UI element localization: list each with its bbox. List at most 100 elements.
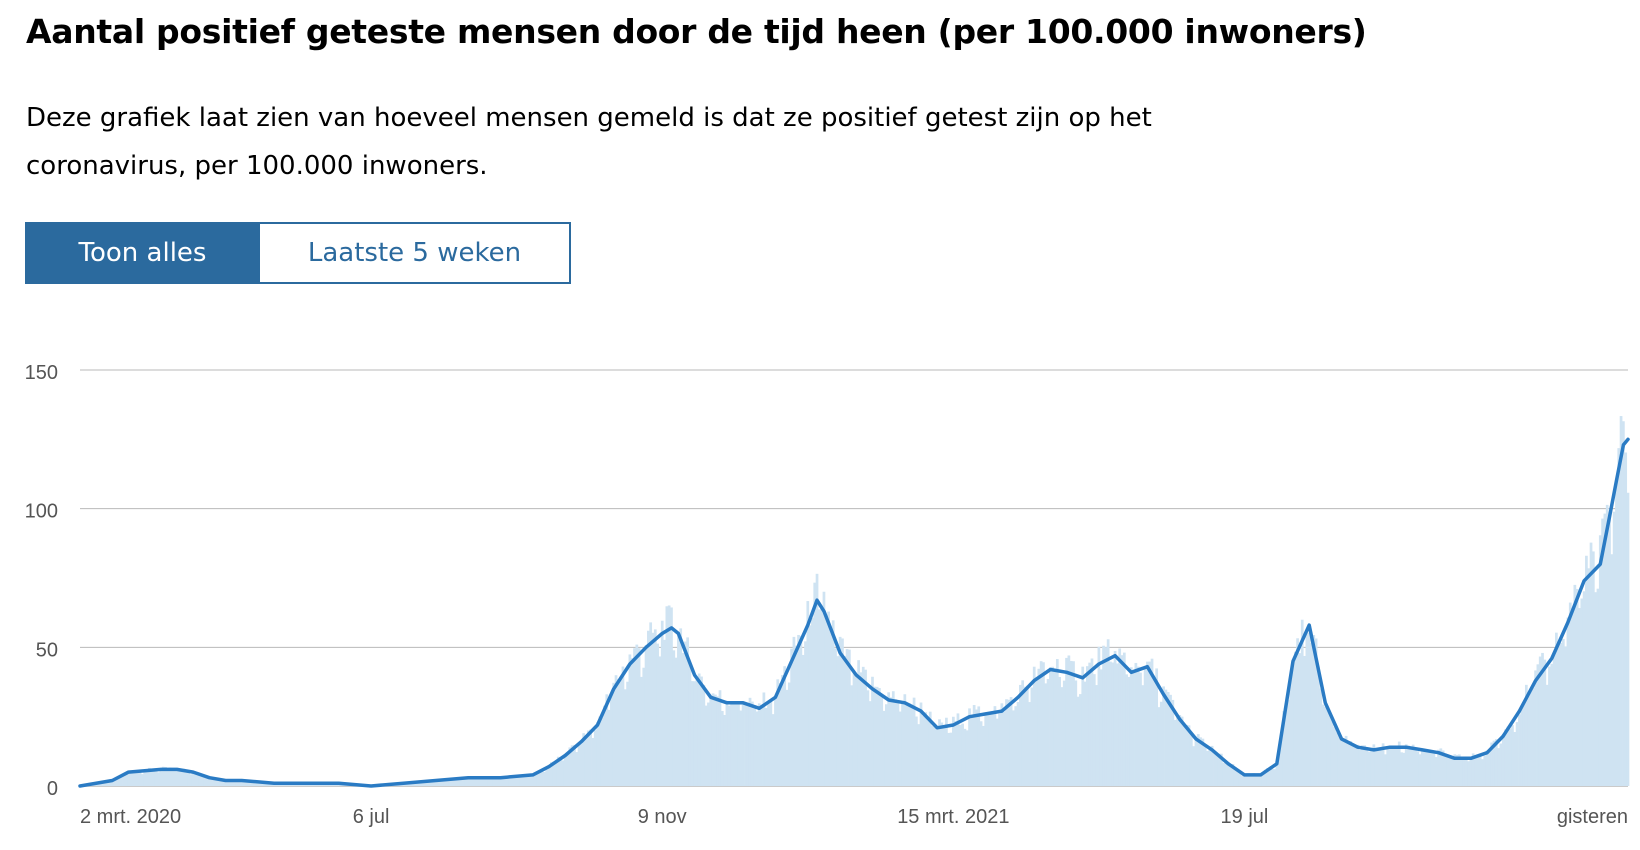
daily-bar xyxy=(1485,750,1489,786)
daily-bar xyxy=(1095,685,1098,786)
y-tick-label: 0 xyxy=(47,778,58,800)
daily-bar xyxy=(801,654,805,786)
daily-bar xyxy=(1199,737,1202,786)
daily-bar xyxy=(875,686,879,786)
daily-bar xyxy=(1023,686,1027,786)
daily-bar xyxy=(1083,681,1087,786)
daily-bar xyxy=(894,699,897,786)
tab-laatste-5-weken[interactable]: Laatste 5 weken xyxy=(258,224,569,282)
daily-bar xyxy=(656,643,659,786)
daily-bar xyxy=(1437,749,1440,786)
daily-bar xyxy=(1444,753,1447,786)
daily-bar xyxy=(1002,711,1006,786)
daily-bar xyxy=(1564,646,1567,786)
daily-bar xyxy=(718,690,722,786)
x-tick-label: 19 jul xyxy=(1221,806,1269,828)
daily-bar xyxy=(935,726,939,786)
daily-bar xyxy=(820,608,824,786)
daily-bar xyxy=(221,780,225,786)
daily-bar xyxy=(1513,731,1517,786)
daily-bar xyxy=(917,724,921,786)
daily-bar xyxy=(774,696,777,786)
daily-bar xyxy=(753,707,757,786)
daily-bar xyxy=(1014,706,1018,786)
daily-bar xyxy=(1220,753,1223,786)
daily-bar xyxy=(1545,684,1549,786)
daily-bar xyxy=(1589,542,1593,786)
daily-bar xyxy=(1451,758,1454,786)
daily-bar xyxy=(1559,642,1563,786)
daily-bar xyxy=(515,776,519,786)
daily-bar xyxy=(690,681,694,786)
daily-bar xyxy=(228,780,232,786)
daily-bar xyxy=(767,701,770,786)
tab-toon-alles[interactable]: Toon alles xyxy=(27,224,258,282)
daily-bar xyxy=(697,673,701,786)
daily-bar xyxy=(924,712,927,786)
daily-bar xyxy=(658,656,662,786)
daily-bar xyxy=(563,755,567,786)
daily-bar xyxy=(681,652,685,786)
daily-bar xyxy=(1307,632,1311,786)
daily-bar xyxy=(958,724,962,786)
daily-bar xyxy=(598,716,602,786)
daily-bar xyxy=(196,774,200,786)
daily-bar xyxy=(150,768,153,786)
daily-bar xyxy=(1425,751,1429,786)
daily-bar xyxy=(471,778,475,786)
daily-bar xyxy=(1494,739,1498,786)
daily-bar xyxy=(1049,667,1052,786)
daily-bar xyxy=(508,775,512,786)
daily-bar xyxy=(441,779,445,786)
daily-bar xyxy=(903,694,907,786)
chart-title: Aantal positief geteste mensen door de t… xyxy=(26,12,1367,51)
daily-bar xyxy=(1615,478,1618,786)
daily-bar xyxy=(1016,702,1020,786)
daily-bar xyxy=(173,769,177,786)
daily-bar xyxy=(1256,774,1260,786)
daily-bar xyxy=(1217,753,1221,786)
daily-bar xyxy=(1418,754,1422,786)
daily-bar xyxy=(494,777,498,786)
daily-bar xyxy=(492,777,495,786)
daily-bar xyxy=(124,773,128,786)
daily-bar xyxy=(189,774,193,786)
daily-bar xyxy=(244,780,248,786)
daily-bar xyxy=(626,681,629,786)
daily-bar xyxy=(1344,735,1348,786)
daily-bar xyxy=(1372,744,1376,786)
daily-bar xyxy=(623,689,627,786)
daily-bar xyxy=(434,780,438,786)
daily-bar xyxy=(522,775,525,786)
daily-bar xyxy=(1319,688,1323,786)
daily-bar xyxy=(561,760,565,786)
daily-bar xyxy=(831,620,835,786)
daily-bar xyxy=(1169,694,1172,786)
daily-bar xyxy=(1395,748,1399,786)
daily-bar xyxy=(519,776,523,786)
daily-bar xyxy=(1159,701,1163,786)
daily-bar xyxy=(531,774,535,786)
daily-bar xyxy=(1305,631,1309,786)
daily-bar xyxy=(1501,733,1505,786)
daily-bar xyxy=(1118,648,1122,786)
daily-bar xyxy=(536,772,539,786)
daily-bar xyxy=(794,645,798,786)
daily-bar xyxy=(1046,678,1050,786)
daily-bar xyxy=(1000,703,1004,786)
daily-bar xyxy=(1520,705,1524,786)
daily-bar xyxy=(159,768,163,786)
daily-bar xyxy=(769,701,773,786)
daily-bar xyxy=(1192,746,1195,786)
daily-bar xyxy=(1543,659,1547,786)
daily-bar xyxy=(1434,757,1438,786)
daily-bar xyxy=(702,684,706,786)
daily-bar xyxy=(1111,662,1115,786)
daily-bar xyxy=(1397,741,1401,786)
daily-bar xyxy=(1421,749,1424,786)
daily-bar xyxy=(1231,764,1235,786)
daily-bar xyxy=(884,704,888,786)
daily-bar xyxy=(1511,725,1514,786)
daily-bar xyxy=(739,710,743,786)
daily-bar xyxy=(1430,750,1433,786)
